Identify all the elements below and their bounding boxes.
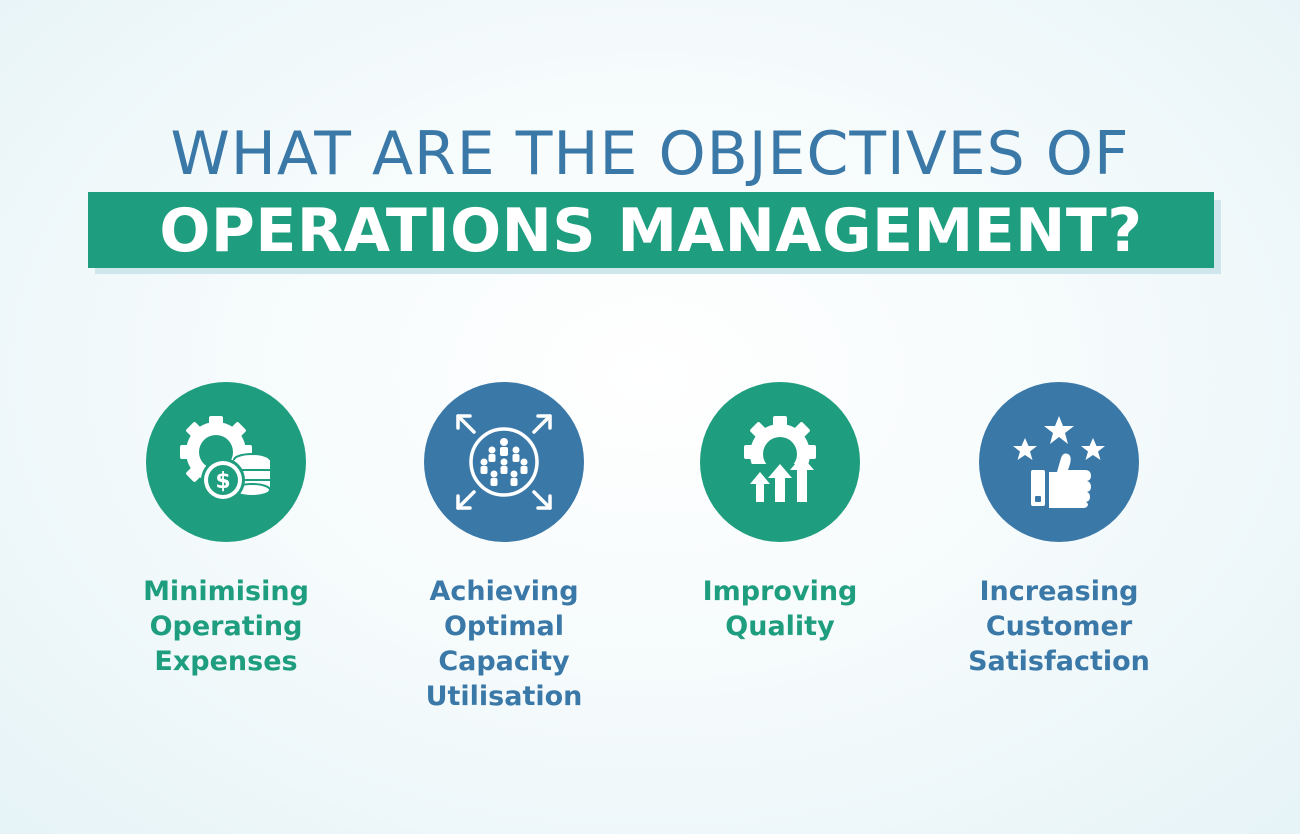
label-line: Capacity <box>438 646 570 677</box>
label-line: Improving <box>702 576 858 607</box>
gear-up-arrows-icon <box>740 416 820 504</box>
label-line: Increasing <box>979 576 1139 607</box>
objective-icon-circle <box>700 382 860 542</box>
label-line: Utilisation <box>425 681 583 712</box>
label-line: Customer <box>985 611 1133 642</box>
objective-icon-circle <box>424 382 584 542</box>
people-expand-arrows-icon <box>456 414 552 510</box>
label-line: Expenses <box>154 646 298 677</box>
svg-text:$: $ <box>215 469 230 494</box>
heading-line-1: WHAT ARE THE OBJECTIVES OF <box>170 119 1130 189</box>
heading-line-2: OPERATIONS MANAGEMENT? <box>159 196 1143 266</box>
gear-with-coins-icon: $ <box>180 416 271 502</box>
objective-label: Achieving Optimal Capacity Utilisation <box>374 574 634 714</box>
objective-label: Increasing Customer Satisfaction <box>929 574 1189 679</box>
label-line: Optimal <box>443 611 565 642</box>
label-line: Quality <box>725 611 835 642</box>
label-line: Operating <box>149 611 303 642</box>
objective-icon-circle: $ <box>146 382 306 542</box>
label-line: Satisfaction <box>968 646 1150 677</box>
objective-label: Improving Quality <box>650 574 910 644</box>
label-line: Achieving <box>429 576 579 607</box>
label-line: Minimising <box>143 576 309 607</box>
objective-icon-circle <box>979 382 1139 542</box>
objective-label: Minimising Operating Expenses <box>96 574 356 679</box>
thumbs-up-stars-icon <box>1013 416 1105 508</box>
heading-banner <box>88 192 1214 268</box>
